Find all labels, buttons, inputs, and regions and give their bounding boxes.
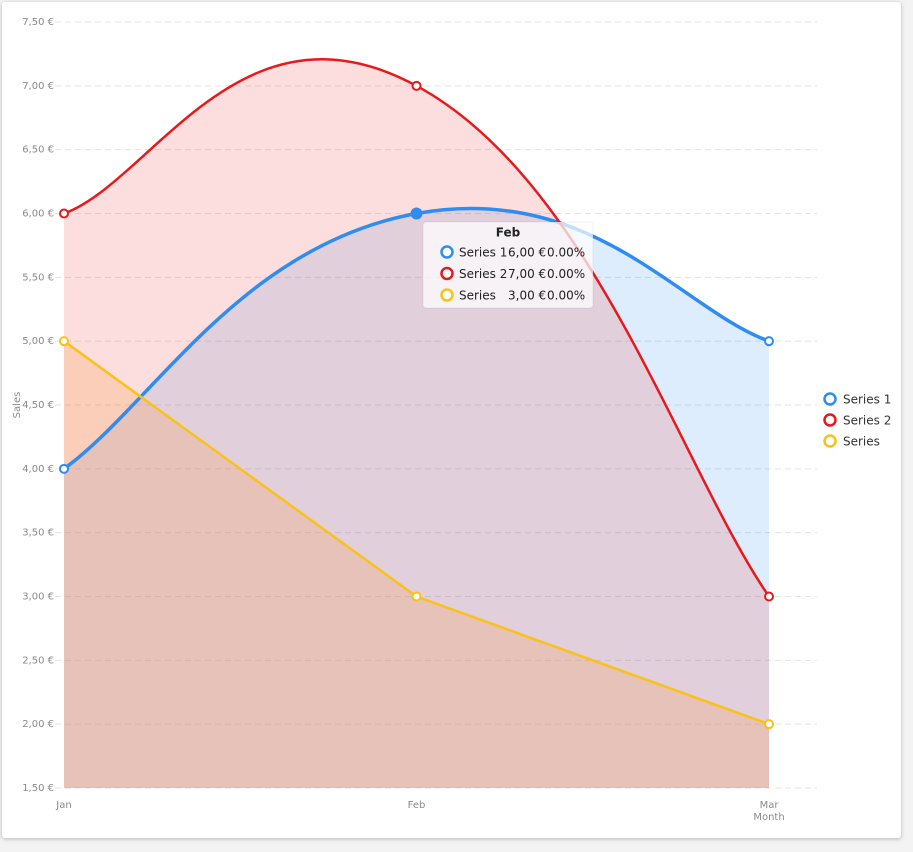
data-point (411, 80, 422, 91)
y-tick-label: 3,00 € (22, 592, 54, 603)
y-tick-label: 4,00 € (22, 464, 54, 475)
data-point (59, 208, 69, 219)
x-axis-label: Month (753, 812, 784, 823)
tooltip-percent: 0.00% (547, 267, 585, 281)
legend-label: Series 1 (843, 393, 891, 407)
tooltip-percent: 0.00% (547, 289, 585, 303)
y-tick-label: 7,00 € (22, 81, 54, 92)
tooltip-percent: 0.00% (547, 246, 585, 260)
tooltip-marker (440, 288, 454, 302)
data-point (59, 336, 69, 347)
tooltip-value: 7,00 € (508, 267, 546, 281)
data-point (764, 336, 774, 347)
y-tick-label: 7,50 € (22, 17, 54, 28)
data-point (764, 591, 774, 602)
tooltip-name: Series 1 (459, 246, 507, 260)
y-tick-label: 2,50 € (22, 655, 54, 666)
tooltip-value: 3,00 € (508, 289, 546, 303)
y-tick-label: 6,50 € (22, 145, 54, 156)
data-point (59, 463, 69, 474)
y-tick-label: 2,00 € (22, 719, 54, 730)
legend-label: Series (843, 435, 880, 449)
tooltip-name: Series 2 (459, 267, 507, 281)
x-tick-label: Mar (760, 800, 780, 811)
tooltip-box (422, 221, 594, 309)
legend-marker (823, 392, 837, 406)
tooltip-value: 6,00 € (508, 246, 546, 260)
y-tick-label: 3,50 € (22, 528, 54, 539)
x-tick-label: Feb (408, 800, 426, 811)
y-tick-label: 1,50 € (22, 783, 54, 794)
legend-label: Series 2 (843, 414, 891, 428)
data-point (411, 591, 422, 602)
y-tick-label: 5,50 € (22, 272, 54, 283)
series-area (64, 341, 769, 788)
data-point (764, 719, 774, 730)
series-area (64, 59, 769, 788)
tooltip-title: Feb (496, 226, 521, 240)
areas (64, 59, 769, 788)
tooltip-name: Series (459, 289, 496, 303)
y-tick-label: 6,00 € (22, 209, 54, 220)
tooltip-marker (440, 245, 454, 259)
tooltip-marker (440, 266, 454, 281)
y-tick-label: 5,00 € (22, 336, 54, 347)
legend-marker (823, 434, 837, 448)
series-line (64, 58, 771, 598)
y-tick-label: 4,50 € (22, 400, 54, 411)
series-area (64, 208, 769, 788)
x-tick-label: Jan (55, 800, 71, 811)
data-point (410, 207, 423, 220)
y-axis-label: Sales (12, 392, 23, 419)
legend-marker (823, 413, 837, 427)
card (2, 2, 901, 838)
